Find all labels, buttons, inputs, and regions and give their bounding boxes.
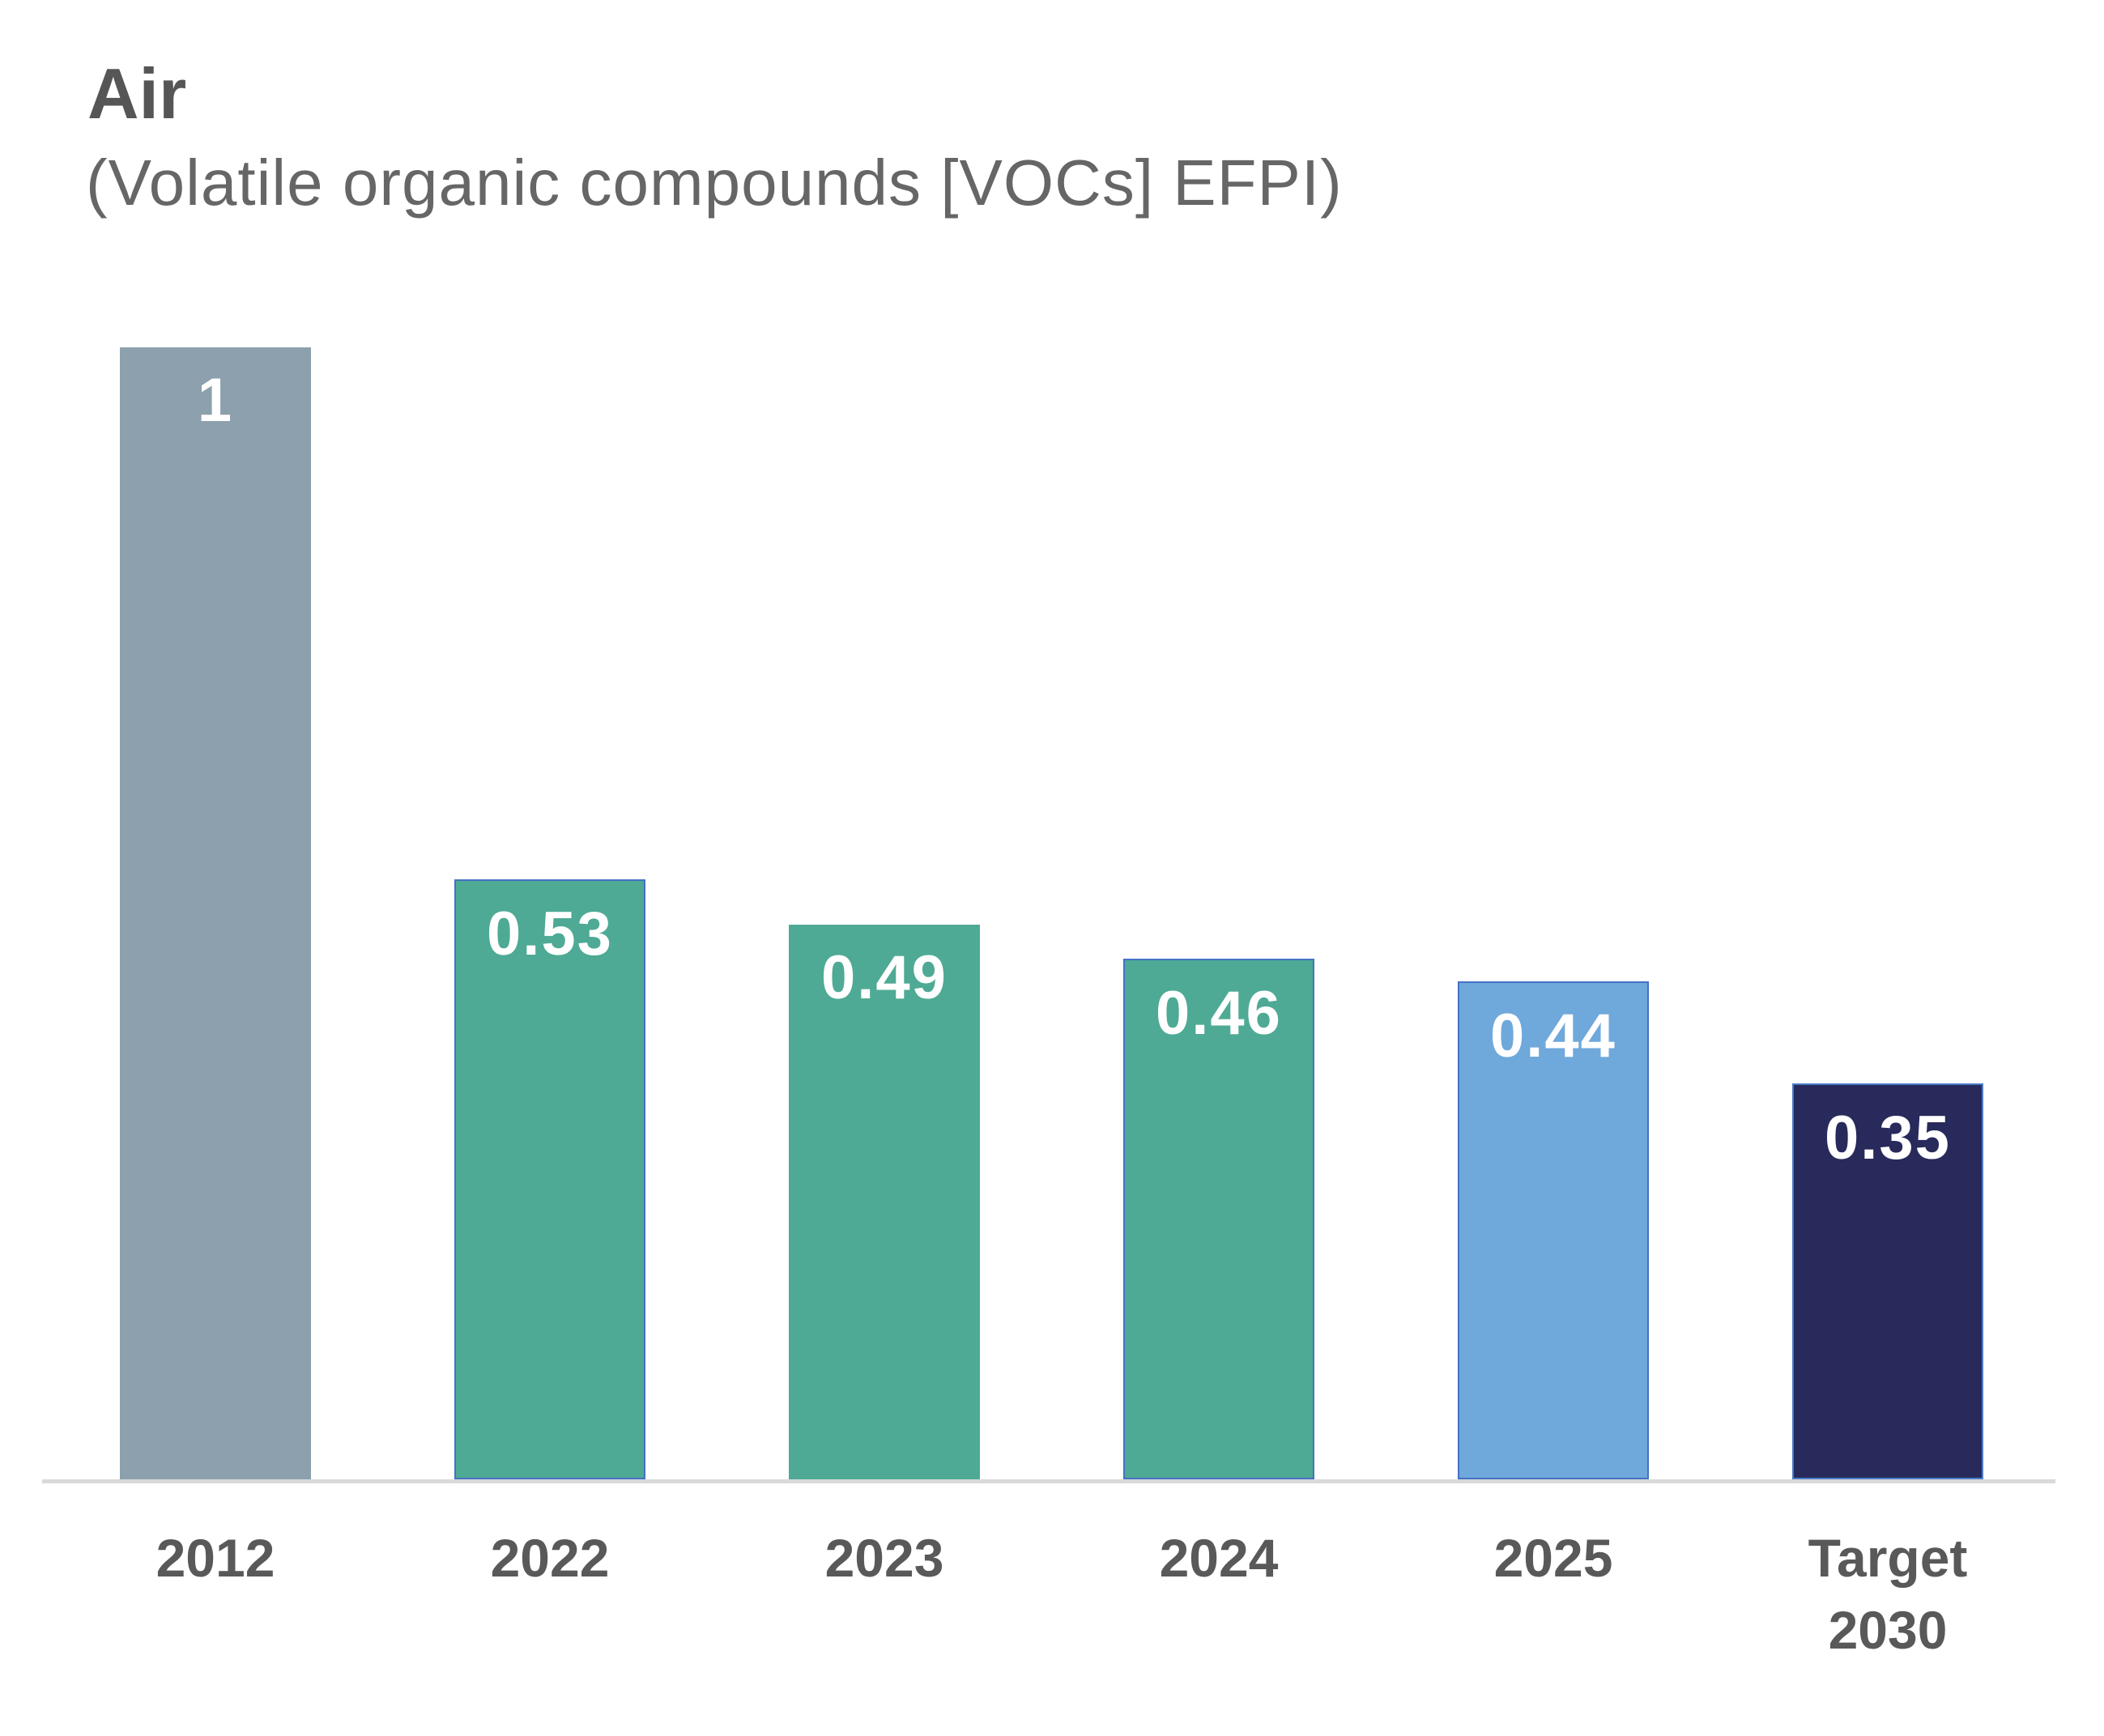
bar-value-label: 0.49	[821, 943, 948, 1012]
bar-value-label: 0.46	[1156, 979, 1282, 1048]
x-axis-label-2012: 2012	[155, 1528, 275, 1588]
bar-value-label: 1	[197, 366, 234, 435]
bar-2024: 0.46	[1123, 959, 1314, 1479]
bar-target-2030: 0.35	[1792, 1083, 1983, 1479]
bar-2022: 0.53	[454, 879, 645, 1479]
bar-2023: 0.49	[789, 925, 980, 1479]
x-axis-label-2022: 2022	[490, 1528, 610, 1588]
bar-2012: 1	[120, 347, 311, 1479]
bar-value-label: 0.35	[1825, 1104, 1951, 1172]
bar-2025: 0.44	[1458, 981, 1649, 1479]
chart-title: Air	[87, 53, 187, 134]
x-axis-label-2023: 2023	[824, 1528, 944, 1588]
x-axis-line	[42, 1479, 2055, 1483]
x-axis-label-2025: 2025	[1493, 1528, 1613, 1588]
bar-value-label: 0.53	[487, 900, 613, 968]
chart-subtitle: (Volatile organic compounds [VOCs] EFPI)	[86, 147, 1343, 219]
x-axis-label-target-2030: Target 2030	[1808, 1528, 1968, 1661]
x-axis-label-2024: 2024	[1159, 1528, 1279, 1588]
bar-value-label: 0.44	[1490, 1002, 1616, 1070]
